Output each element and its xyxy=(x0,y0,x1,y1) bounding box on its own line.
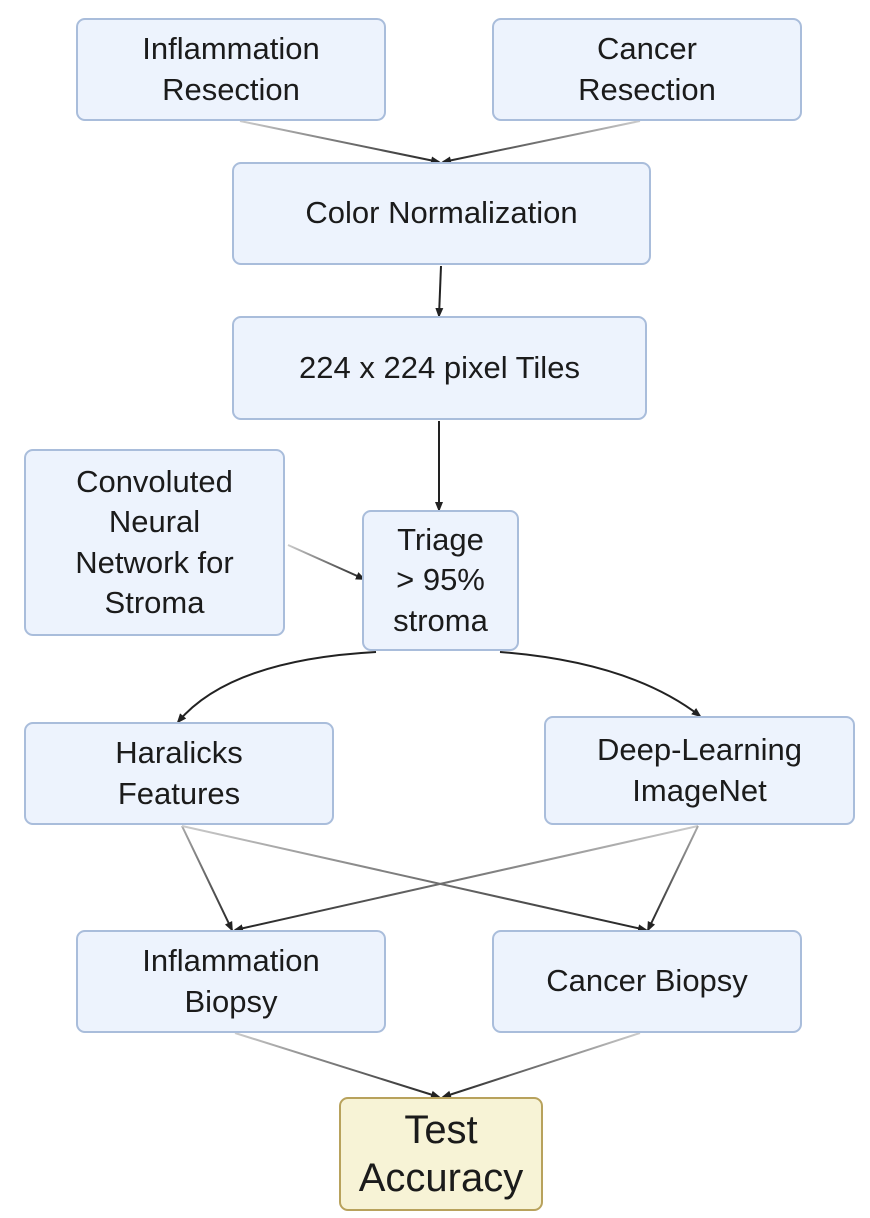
node-haralicks-features: Haralicks Features xyxy=(24,722,334,825)
arrow-haralicks-to-inflammation-biopsy xyxy=(181,825,233,932)
node-cancer-resection: Cancer Resection xyxy=(492,18,802,121)
node-cancer-biopsy: Cancer Biopsy xyxy=(492,930,802,1033)
arrow-cnn-to-triage xyxy=(287,544,366,580)
node-deep-learning-imagenet: Deep-Learning ImageNet xyxy=(544,716,855,825)
arrow-haralicks-to-cancer-biopsy xyxy=(181,825,648,933)
node-color-normalization: Color Normalization xyxy=(232,162,651,265)
node-inflammation-resection: Inflammation Resection xyxy=(76,18,386,121)
arrow-inflammation-resection-to-color-normalization xyxy=(239,120,441,165)
node-triage: Triage > 95% stroma xyxy=(362,510,519,651)
node-test-accuracy: Test Accuracy xyxy=(339,1097,543,1211)
arrow-color-normalization-to-tiles xyxy=(435,265,444,318)
arrow-triage-to-haralicks xyxy=(176,651,377,724)
arrow-inflammation-biopsy-to-test-accuracy xyxy=(234,1032,441,1099)
arrow-triage-to-deep-learning xyxy=(499,651,702,718)
node-pixel-tiles: 224 x 224 pixel Tiles xyxy=(232,316,647,420)
node-cnn-stroma: Convoluted Neural Network for Stroma xyxy=(24,449,285,636)
arrow-deep-learning-to-cancer-biopsy xyxy=(647,825,699,932)
arrow-cancer-biopsy-to-test-accuracy xyxy=(441,1032,641,1099)
arrow-deep-learning-to-inflammation-biopsy xyxy=(233,825,699,933)
arrow-cancer-resection-to-color-normalization xyxy=(441,120,641,165)
node-inflammation-biopsy: Inflammation Biopsy xyxy=(76,930,386,1033)
